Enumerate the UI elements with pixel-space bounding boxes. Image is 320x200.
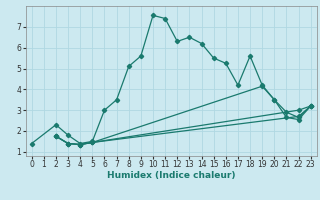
- X-axis label: Humidex (Indice chaleur): Humidex (Indice chaleur): [107, 171, 236, 180]
